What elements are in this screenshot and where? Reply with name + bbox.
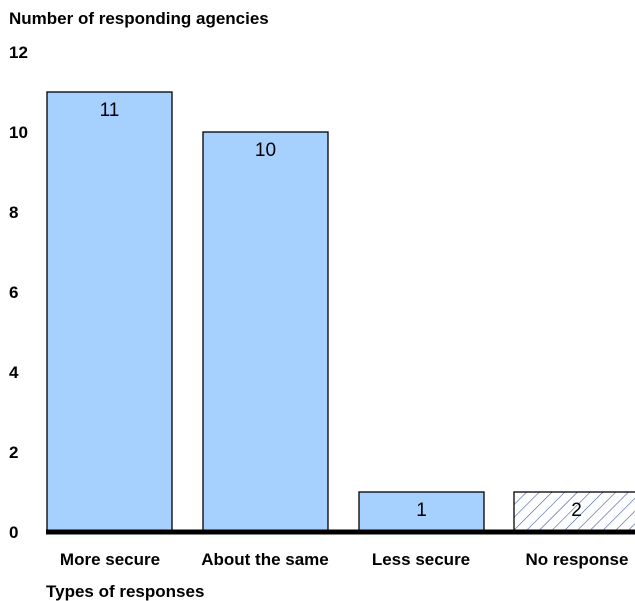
bar-no-response <box>513 491 635 533</box>
category-label-less-secure: Less secure <box>372 550 470 569</box>
y-tick-label-10: 10 <box>9 123 28 142</box>
y-tick-label-8: 8 <box>9 203 18 222</box>
bar-more-secure <box>46 91 173 533</box>
category-label-about-the-same: About the same <box>201 550 329 569</box>
y-axis-ticks: 0 2 4 6 8 10 12 <box>9 43 28 542</box>
bars <box>46 91 635 533</box>
bar-less-secure <box>358 491 485 533</box>
y-axis-title: Number of responding agencies <box>9 9 269 28</box>
y-tick-label-6: 6 <box>9 283 18 302</box>
category-label-more-secure: More secure <box>60 550 160 569</box>
category-label-no-response: No response <box>526 550 629 569</box>
data-labels: 11 10 1 2 <box>100 100 582 521</box>
data-label-no-response: 2 <box>571 500 582 521</box>
data-label-more-secure: 11 <box>100 100 120 121</box>
y-tick-label-4: 4 <box>9 363 19 382</box>
y-tick-label-12: 12 <box>9 43 28 62</box>
category-labels: More secure About the same Less secure No r… <box>60 550 629 569</box>
data-label-less-secure: 1 <box>416 500 427 521</box>
x-axis-title: Types of responses <box>46 582 204 601</box>
bar-about-the-same <box>202 131 329 533</box>
y-tick-label-2: 2 <box>9 443 18 462</box>
y-tick-label-0: 0 <box>9 523 18 542</box>
data-label-about-the-same: 10 <box>255 140 276 161</box>
